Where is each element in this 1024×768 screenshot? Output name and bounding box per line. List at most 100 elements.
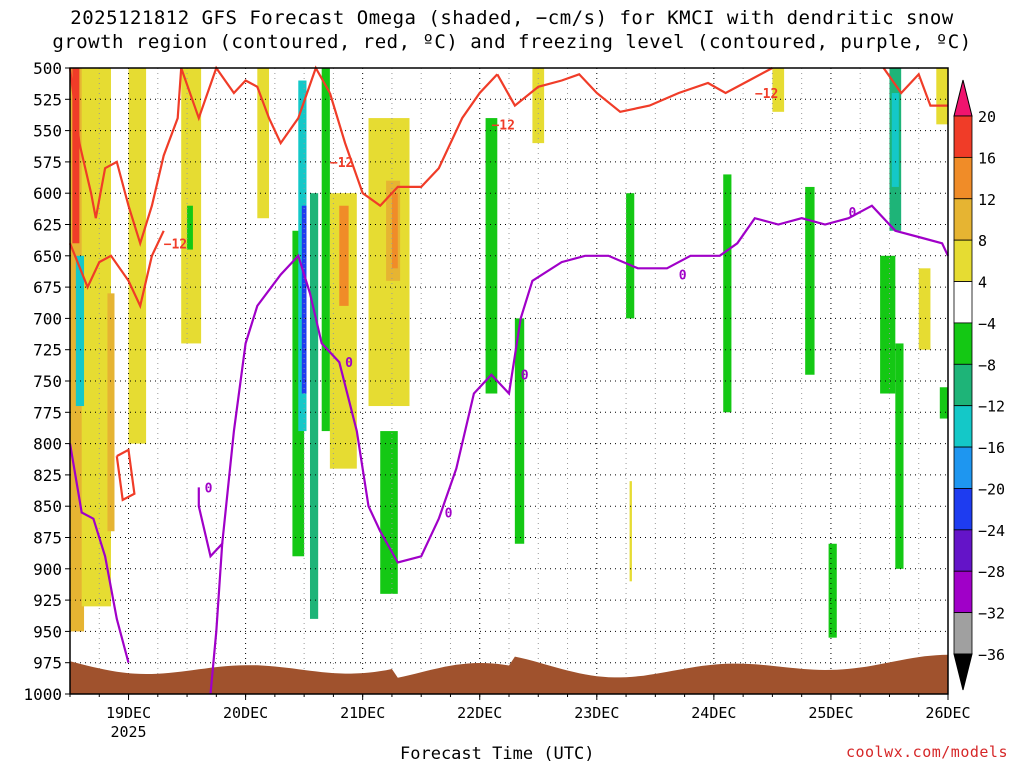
y-tick-label: 900 <box>33 560 62 579</box>
colorbar-box <box>953 156 973 200</box>
colorbar-box <box>953 363 973 407</box>
colorbar-label: −16 <box>978 439 1005 457</box>
contour-freezing-level <box>68 204 949 695</box>
site-credit[interactable]: coolwx.com/models <box>845 743 1008 761</box>
colorbar-label: −24 <box>978 522 1005 540</box>
plot-frame <box>69 67 949 695</box>
title-line-2: growth region (contoured, red, ºC) and f… <box>52 31 972 53</box>
y-tick-label: 850 <box>33 497 62 516</box>
y-tick-label: 675 <box>33 278 62 297</box>
colorbar-min-arrow <box>953 653 973 691</box>
colorbar-label: −32 <box>978 605 1005 623</box>
contour-line <box>221 253 440 564</box>
omega-shade-cell <box>532 68 545 144</box>
omega-shade-cell <box>723 174 732 413</box>
colorbar-label: −20 <box>978 480 1005 498</box>
contour-label: 0 <box>521 369 529 384</box>
contour-label: 0 <box>679 269 687 284</box>
colorbar-box <box>953 405 973 448</box>
omega-shade-cell <box>514 318 525 544</box>
omega-shade-cell <box>880 255 896 394</box>
omega-shade-cell <box>321 68 330 432</box>
omega-shade-cell <box>936 68 948 125</box>
y-tick-label: 575 <box>33 153 62 172</box>
colorbar-box <box>953 281 973 324</box>
omega-shade-cell <box>391 193 398 269</box>
y-tick-label: 975 <box>33 654 62 673</box>
y-tick-label: 925 <box>33 591 62 610</box>
colorbar-box <box>953 239 973 282</box>
colorbar-label: −12 <box>978 398 1005 416</box>
contour-line <box>437 204 949 520</box>
x-tick-label: 23DEC <box>574 704 619 722</box>
omega-shade-cell <box>72 68 80 244</box>
y-tick-label: 750 <box>33 372 62 391</box>
omega-shade-cell <box>629 481 632 582</box>
omega-shade-cell <box>309 193 319 619</box>
colorbar-label: 20 <box>978 108 996 126</box>
omega-shade-cell <box>891 93 899 187</box>
colorbar-label: 8 <box>978 232 987 250</box>
x-axis-title: Forecast Time (UTC) <box>400 744 595 764</box>
contour-label: 0 <box>205 481 213 496</box>
colorbar-label: 12 <box>978 191 996 209</box>
y-tick-label: 500 <box>33 59 62 78</box>
omega-shading <box>70 68 948 638</box>
chart-title: 2025121812 GFS Forecast Omega (shaded, −… <box>0 6 1024 54</box>
omega-shade-cell <box>485 118 498 394</box>
gridlines <box>69 68 948 694</box>
omega-shade-cell <box>187 205 193 250</box>
colorbar-box <box>953 488 973 531</box>
contour-label: −12 <box>755 87 778 102</box>
contour-label: −12 <box>491 118 514 133</box>
contour-line <box>68 443 130 663</box>
contour-label: 0 <box>848 206 856 221</box>
colorbar: 20 16 12 8 4 −4 −8 −12 −16 −20 −24 −28 −32 −36 <box>953 79 1005 691</box>
colorbar-label: 16 <box>978 149 996 167</box>
x-tick-label: 21DEC <box>340 704 385 722</box>
omega-shade-cell <box>75 255 85 407</box>
contour-line <box>180 65 331 146</box>
colorbar-label: −28 <box>978 563 1005 581</box>
colorbar-box <box>953 322 973 365</box>
colorbar-label: −4 <box>978 315 996 333</box>
y-tick-label: 600 <box>33 184 62 203</box>
contour-line <box>68 230 165 310</box>
contour-line <box>328 73 499 208</box>
contour-line <box>115 448 136 502</box>
x-tick-label: 24DEC <box>691 704 736 722</box>
y-axis: 500 525 550 575 600 625 650 675 700 725 750 775 800 8… <box>23 59 70 704</box>
y-tick-label: 725 <box>33 341 62 360</box>
omega-shade-cell <box>128 68 147 444</box>
x-tick-label: 25DEC <box>808 704 853 722</box>
x-tick-label: 19DEC <box>106 704 151 722</box>
x-tick-label: 22DEC <box>457 704 502 722</box>
contour-label: 0 <box>445 506 453 521</box>
x-axis: 19DEC 20DEC 21DEC 22DEC 23DEC 24DEC 25DEC 26DEC… <box>69 694 971 741</box>
y-tick-label: 1000 <box>23 685 62 704</box>
colorbar-box <box>953 612 973 655</box>
colorbar-box <box>953 529 973 572</box>
omega-shade-cell <box>339 205 349 306</box>
omega-shade-cell <box>380 431 398 594</box>
y-tick-label: 525 <box>33 90 62 109</box>
y-tick-label: 650 <box>33 247 62 266</box>
y-tick-label: 875 <box>33 529 62 548</box>
contour-line <box>496 67 773 113</box>
y-tick-label: 825 <box>33 466 62 485</box>
x-year-label: 2025 <box>110 723 146 741</box>
y-tick-label: 775 <box>33 403 62 422</box>
colorbar-label: 4 <box>978 274 987 292</box>
omega-shade-cell <box>918 268 931 350</box>
y-tick-label: 625 <box>33 216 62 235</box>
colorbar-label: −36 <box>978 646 1005 664</box>
terrain-surface <box>70 654 948 694</box>
y-tick-label: 950 <box>33 622 62 641</box>
y-tick-label: 700 <box>33 309 62 328</box>
colorbar-max-arrow <box>953 79 973 117</box>
colorbar-label: −8 <box>978 356 996 374</box>
omega-shade-cell <box>939 387 948 419</box>
colorbar-box <box>953 570 973 614</box>
y-tick-label: 800 <box>33 435 62 454</box>
